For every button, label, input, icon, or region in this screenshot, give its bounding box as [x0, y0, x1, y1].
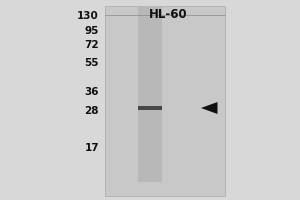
Text: 17: 17 [84, 143, 99, 153]
Text: 95: 95 [85, 26, 99, 36]
Text: HL-60: HL-60 [149, 8, 187, 21]
Bar [138, 6, 162, 182]
Bar [105, 6, 225, 196]
Polygon shape [201, 102, 217, 114]
Text: 28: 28 [85, 106, 99, 116]
Text: 130: 130 [77, 11, 99, 21]
Text: 55: 55 [85, 58, 99, 68]
Bar [138, 106, 162, 110]
Text: 72: 72 [84, 40, 99, 50]
Text: 36: 36 [85, 87, 99, 97]
